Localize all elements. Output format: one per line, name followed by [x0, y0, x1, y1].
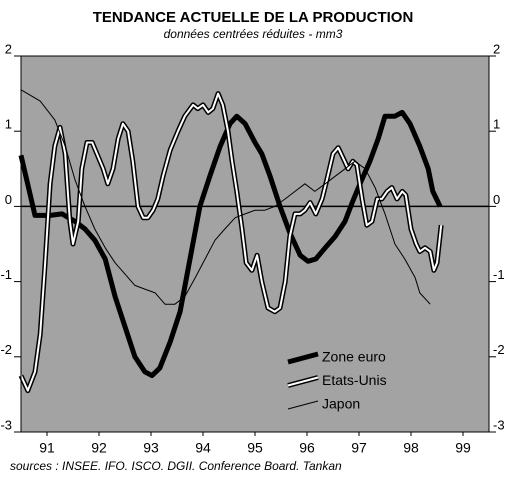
legend-swatch: [287, 400, 319, 410]
series-line: [20, 92, 443, 392]
series-group: [18, 89, 444, 394]
y2-tick-label: -1: [493, 267, 505, 282]
y-tick-label: 0: [5, 192, 12, 207]
legend-swatch: [287, 376, 319, 387]
legend-swatch: [287, 351, 319, 365]
x-tick-label: 99: [455, 440, 471, 456]
y-tick-label: 2: [5, 41, 12, 56]
series-line: [20, 89, 431, 305]
y-tick-label: -2: [0, 342, 12, 357]
x-tick-label: 96: [299, 440, 315, 456]
plot-border: [20, 55, 490, 433]
y2-tick-label: -3: [493, 417, 505, 432]
y2-tick-label: 2: [493, 41, 500, 56]
x-tick-label: 95: [247, 440, 263, 456]
chart-subtitle: données centrées réduites - mm3: [164, 27, 343, 41]
x-tick-label: 92: [91, 440, 107, 456]
x-tick-label: 91: [39, 440, 55, 456]
y-tick-label: -3: [0, 417, 12, 432]
y2-tick-label: 0: [493, 192, 500, 207]
y2-tick-label: -2: [493, 342, 505, 357]
x-tick-label: 94: [195, 440, 211, 456]
x-tick-label: 93: [143, 440, 159, 456]
chart-title: TENDANCE ACTUELLE DE LA PRODUCTION: [93, 9, 414, 26]
y-tick-label: -1: [0, 267, 12, 282]
legend-label: Etats-Unis: [322, 372, 387, 388]
legend-label: Zone euro: [322, 349, 386, 365]
source-note: sources : INSEE. IFO. ISCO. DGII. Confer…: [10, 459, 342, 473]
x-tick-label: 98: [403, 440, 419, 456]
y2-tick-label: 1: [493, 117, 500, 132]
y-tick-label: 1: [5, 117, 12, 132]
x-tick-label: 97: [351, 440, 367, 456]
legend-label: Japon: [322, 396, 360, 412]
series-line: [18, 109, 443, 379]
